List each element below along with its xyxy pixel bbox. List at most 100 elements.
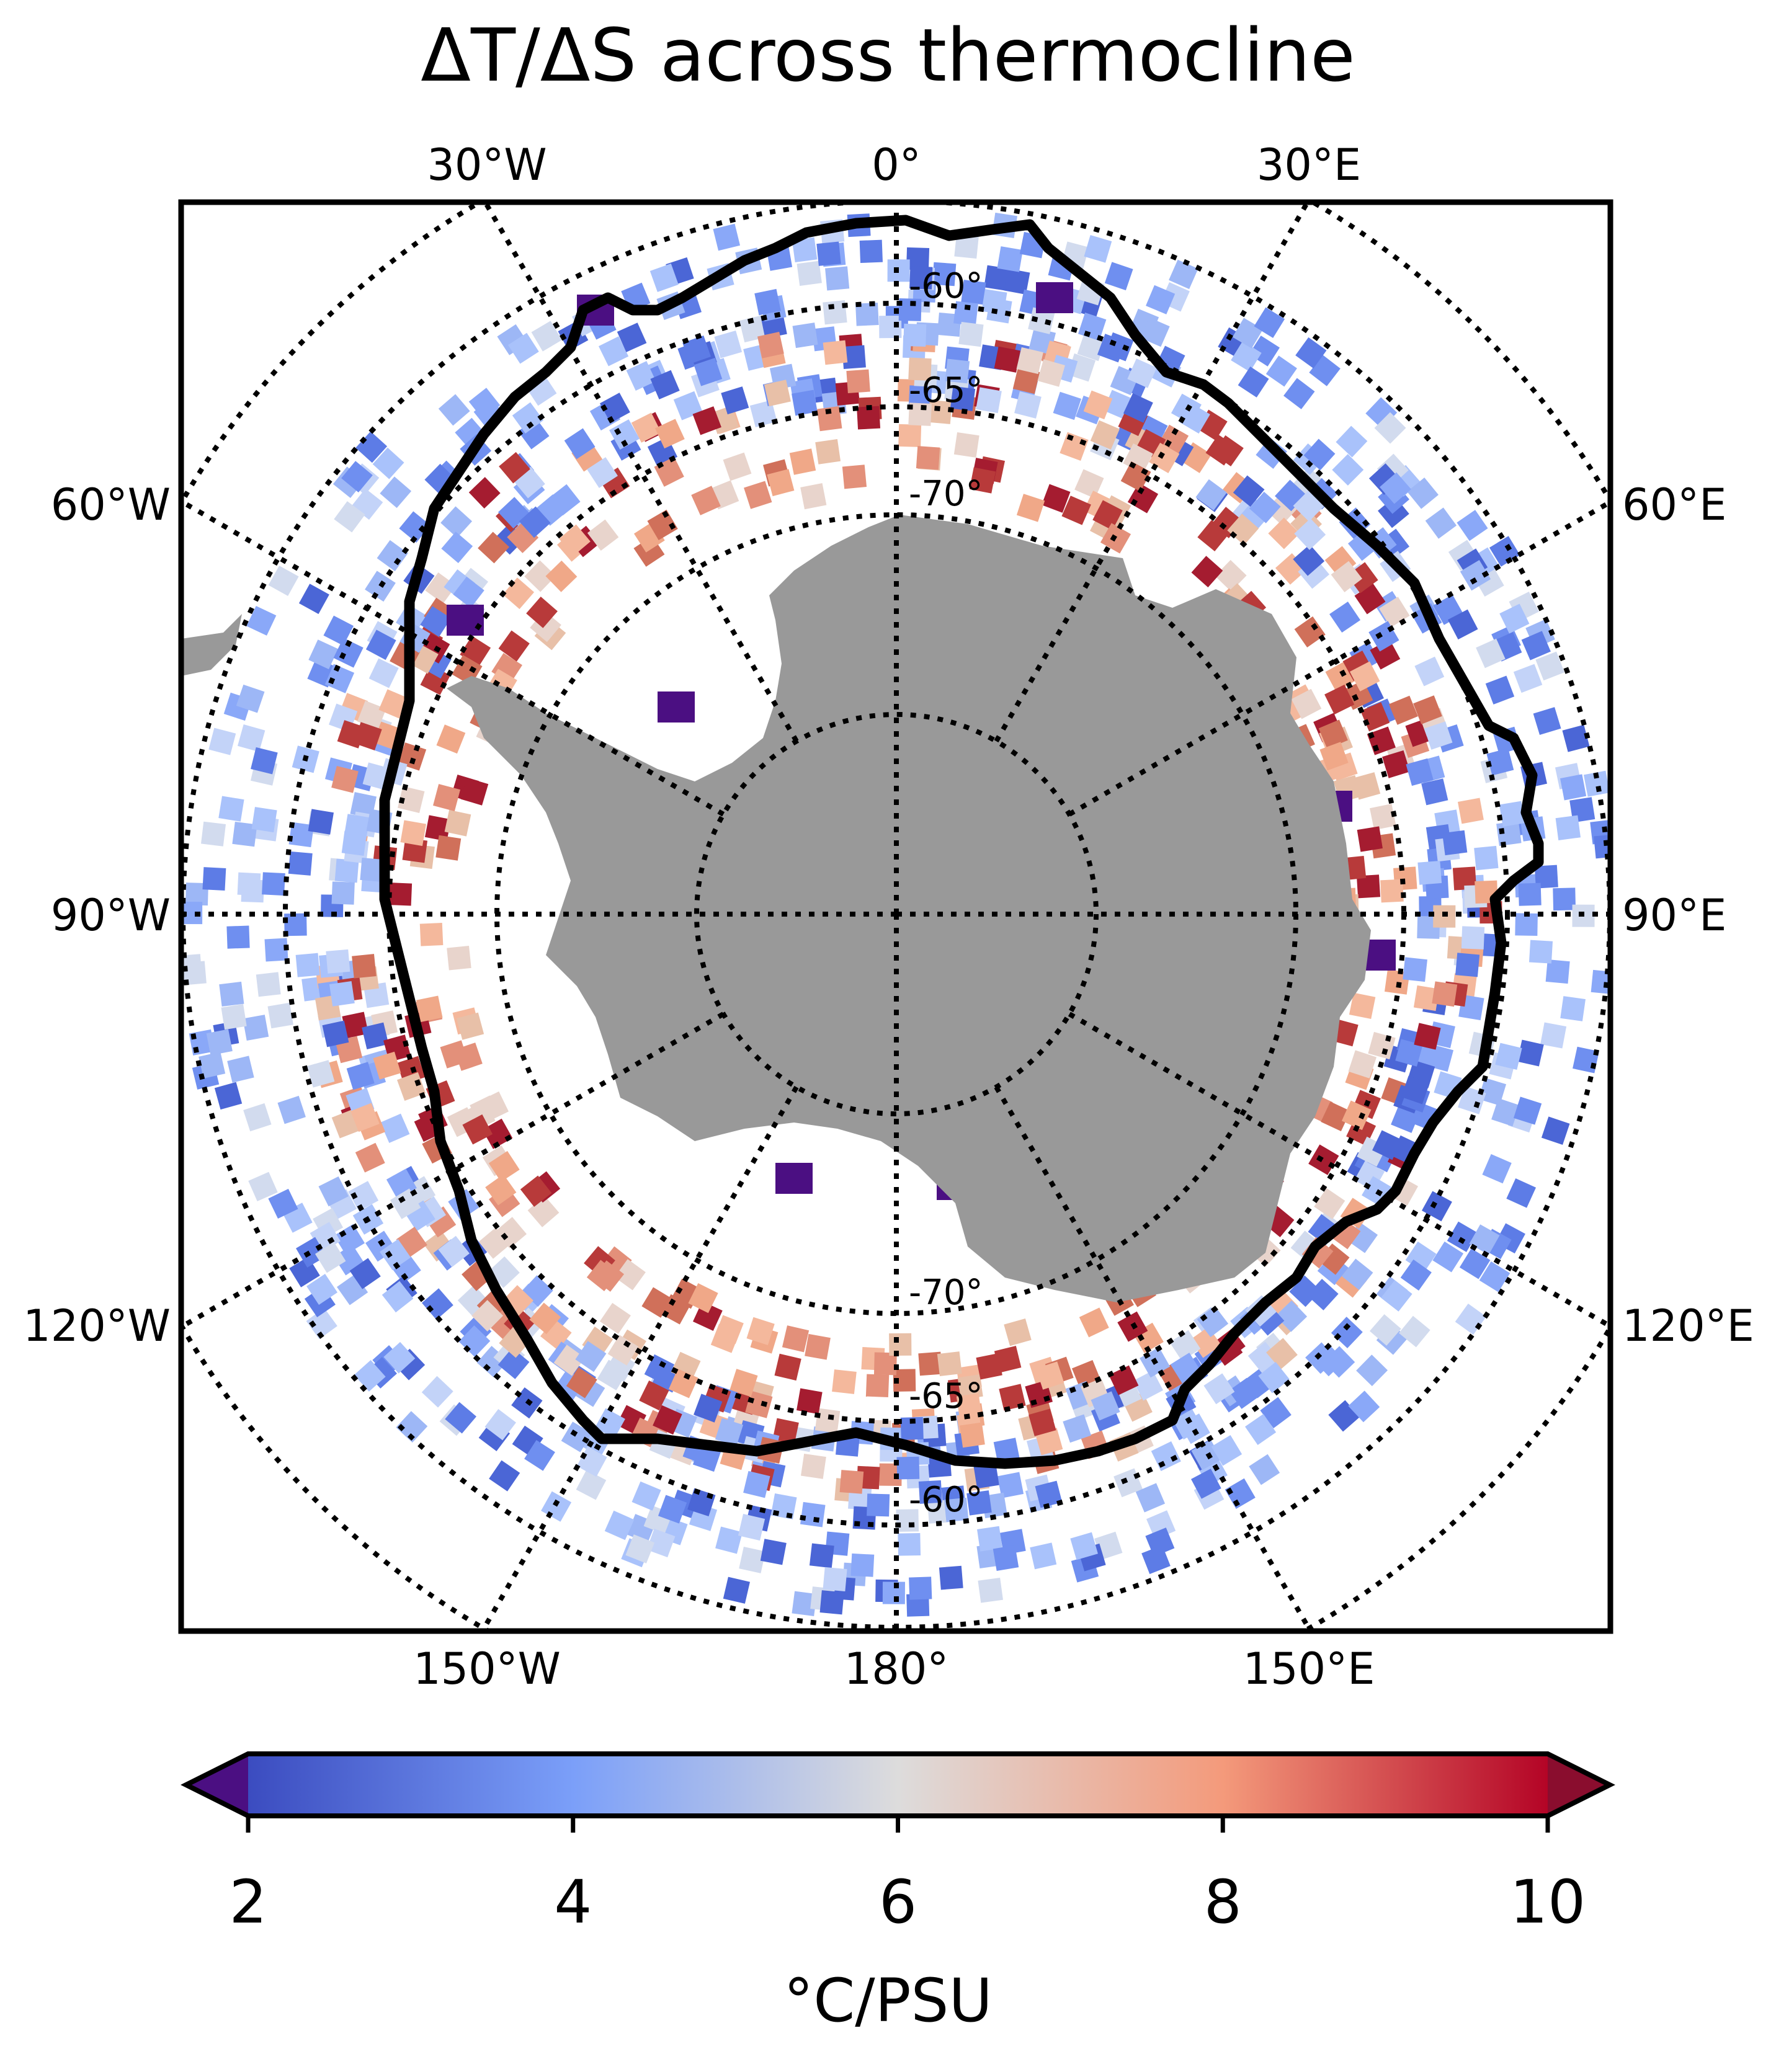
data-patch: [1388, 695, 1418, 725]
data-patch: [1225, 1478, 1256, 1510]
data-patch: [382, 1281, 414, 1313]
data-patch: [691, 486, 721, 515]
data-patch: [559, 524, 591, 556]
data-patch: [653, 1405, 682, 1435]
data-patch: [879, 1463, 902, 1487]
data-patch: [1457, 798, 1484, 824]
data-patch: [1233, 475, 1265, 507]
data-patch: [214, 1082, 243, 1110]
data-patch: [1380, 472, 1411, 504]
data-patch: [814, 1408, 841, 1433]
data-patch: [208, 727, 236, 755]
data-patch: [1295, 337, 1327, 369]
data-patch: [857, 406, 881, 430]
data-patch: [1258, 1361, 1290, 1394]
data-patch: [1195, 479, 1227, 511]
data-patch: [1203, 1373, 1235, 1405]
data-patch: [1029, 1408, 1056, 1436]
data-patch: [561, 1421, 592, 1452]
data-patch: [839, 1470, 864, 1494]
data-patch: [365, 629, 396, 660]
data-patch: [1004, 268, 1030, 295]
data-patch: [1368, 621, 1399, 652]
data-patch: [908, 385, 932, 409]
data-patch: [714, 331, 743, 358]
data-patch: [1432, 1241, 1464, 1273]
data-patch: [882, 1581, 905, 1604]
data-patch: [909, 1576, 932, 1600]
colorbar-gradient: [248, 1754, 1548, 1816]
data-patch: [1294, 518, 1326, 550]
data-patch: [865, 1374, 890, 1397]
data-patch: [529, 1302, 561, 1335]
data-patch: [772, 1418, 799, 1445]
data-patch: [1455, 953, 1480, 977]
data-patch: [879, 315, 902, 339]
data-patch: [355, 1142, 385, 1173]
colorbar-label: °C/PSU: [783, 1966, 993, 2035]
colorbar-tick-label: 4: [554, 1867, 592, 1937]
data-patch: [1447, 1221, 1478, 1252]
data-patch: [1506, 1178, 1537, 1208]
data-patch: [1459, 1248, 1491, 1279]
data-patch: [206, 1029, 233, 1056]
data-patch: [1380, 879, 1404, 903]
data-patch: [950, 386, 976, 411]
data-patch: [1485, 675, 1515, 705]
data-patch: [226, 925, 250, 949]
data-patch: [1381, 1280, 1412, 1312]
map-frame: [178, 199, 1613, 1634]
data-patch: [181, 902, 203, 925]
data-patch: [1190, 1469, 1221, 1499]
data-patch: [354, 1359, 386, 1392]
meridian-line: [994, 202, 1311, 743]
data-patch: [599, 393, 630, 423]
lon-label-180: 180°: [844, 1643, 949, 1694]
data-patch: [649, 263, 679, 292]
data-patch: [898, 424, 922, 447]
data-patch: [770, 1493, 797, 1519]
data-patch: [553, 1345, 585, 1376]
data-patch: [1329, 602, 1361, 633]
data-patch: [800, 1501, 826, 1527]
data-patch: [631, 1481, 661, 1511]
data-patch: [251, 747, 278, 775]
data-patch: [575, 1341, 607, 1372]
data-patch: [1348, 1390, 1380, 1423]
data-patch: [298, 584, 329, 615]
data-patch: [997, 1472, 1024, 1498]
data-patch: [1414, 656, 1445, 687]
data-patch: [318, 1176, 349, 1207]
data-patch: [614, 1259, 646, 1291]
data-patch: [937, 1351, 962, 1377]
data-patch: [246, 605, 277, 636]
data-patch: [326, 949, 350, 974]
data-patch-under-range: [1036, 282, 1073, 313]
data-patch: [349, 1258, 381, 1289]
data-patch: [334, 501, 365, 533]
data-patch: [478, 1091, 509, 1122]
data-patch: [1413, 985, 1440, 1012]
data-patch: [380, 1238, 411, 1271]
data-patch: [416, 995, 443, 1023]
data-patch: [396, 1072, 426, 1101]
data-patch: [789, 448, 816, 475]
data-patch: [1146, 1510, 1176, 1540]
data-patch: [1341, 1100, 1372, 1131]
meridian-line: [994, 1085, 1314, 1631]
data-patch: [586, 1260, 618, 1292]
data-patch: [251, 807, 277, 833]
data-patch: [1212, 435, 1244, 467]
data-patch: [373, 1051, 401, 1080]
data-patch: [1555, 815, 1581, 840]
data-patch: [526, 597, 558, 628]
data-patch: [873, 1352, 897, 1376]
lon-label-30w: 30°W: [427, 140, 547, 190]
data-patch: [927, 399, 952, 424]
data-patch: [502, 577, 535, 610]
data-patch: [958, 322, 984, 347]
data-patch: [1562, 724, 1590, 752]
data-patch: [1275, 1300, 1308, 1332]
data-patch: [800, 483, 827, 510]
